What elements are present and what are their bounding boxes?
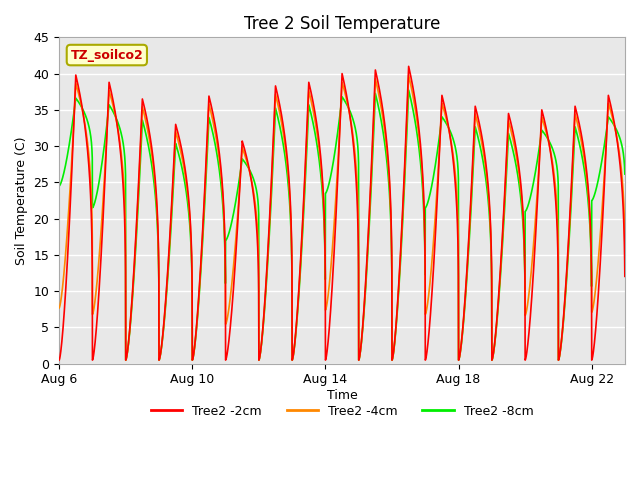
- Text: TZ_soilco2: TZ_soilco2: [70, 48, 143, 61]
- Y-axis label: Soil Temperature (C): Soil Temperature (C): [15, 136, 28, 265]
- Title: Tree 2 Soil Temperature: Tree 2 Soil Temperature: [244, 15, 440, 33]
- X-axis label: Time: Time: [326, 389, 358, 402]
- Legend: Tree2 -2cm, Tree2 -4cm, Tree2 -8cm: Tree2 -2cm, Tree2 -4cm, Tree2 -8cm: [146, 400, 538, 423]
